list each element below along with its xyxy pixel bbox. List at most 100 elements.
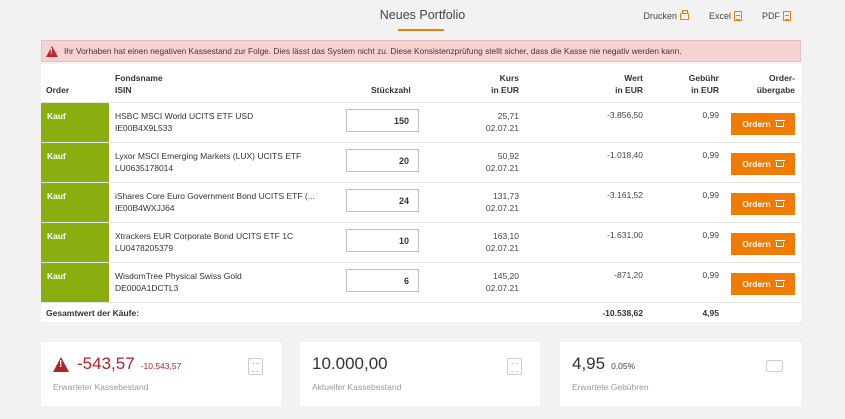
warning-alert: Ihr Vorhaben hat einen negativen Kassest…	[41, 40, 801, 62]
order-button-label: Ordern	[742, 239, 771, 249]
expected-cash-label: Erwarteter Kassebestand	[53, 382, 149, 392]
fee-cell: 0,99	[702, 230, 719, 240]
fee-cell: 0,99	[702, 110, 719, 120]
price-date: 02.07.21	[485, 163, 519, 173]
order-type-badge: Kauf	[41, 263, 109, 302]
pdf-file-icon	[783, 11, 791, 21]
excel-label: Excel	[708, 11, 731, 21]
warning-icon	[46, 45, 58, 57]
calculator-icon	[248, 358, 263, 375]
fee-cell: 0,99	[702, 190, 719, 200]
table-row: Kauf iShares Core Euro Government Bond U…	[41, 183, 801, 223]
fund-isin: LU0635178014	[115, 163, 174, 173]
order-type-badge: Kauf	[41, 183, 109, 222]
alert-text: Ihr Vorhaben hat einen negativen Kassest…	[64, 46, 682, 56]
header-kurs-unit: in EUR	[491, 85, 519, 95]
price-date: 02.07.21	[485, 283, 519, 293]
price-value: 50,92	[497, 151, 519, 161]
excel-button[interactable]: Excel	[709, 11, 742, 21]
fund-name: WisdomTree Physical Swiss Gold	[115, 271, 242, 281]
price-date: 02.07.21	[485, 203, 519, 213]
header-order: Order	[46, 85, 70, 95]
fund-info: HSBC MSCI World UCITS ETF USD IE00B4X9L5…	[115, 110, 337, 134]
order-button-label: Ordern	[742, 159, 771, 169]
header: Neues Portfolio Drucken Excel PDF	[0, 0, 845, 38]
quantity-input[interactable]	[346, 149, 419, 172]
price-value: 145,20	[493, 271, 519, 281]
card-expected-fees: 4,95 0,05% Erwartete Gebühren	[560, 342, 801, 406]
warning-icon	[53, 356, 69, 372]
expected-cash-sub: -10.543,57	[140, 361, 182, 371]
fund-isin: LU0478205379	[115, 243, 174, 253]
total-fee: 4,95	[702, 308, 719, 318]
fund-name: iShares Core Euro Government Bond UCITS …	[115, 191, 315, 201]
header-gebuehr-unit: in EUR	[691, 85, 719, 95]
card-current-cash: 10.000,00 Aktueller Kassebestand	[300, 342, 540, 406]
fund-info: Lyxor MSCI Emerging Markets (LUX) UCITS …	[115, 150, 337, 174]
expected-fees-percent: 0,05%	[611, 361, 636, 371]
fund-isin: IE00B4WXJJ64	[115, 203, 175, 213]
print-label: Drucken	[643, 11, 677, 21]
table-row: Kauf Xtrackers EUR Corporate Bond UCITS …	[41, 223, 801, 263]
order-button-label: Ordern	[742, 279, 771, 289]
expected-cash-value: -543,57	[77, 354, 135, 373]
fee-cell: 0,99	[702, 270, 719, 280]
table-row: Kauf Lyxor MSCI Emerging Markets (LUX) U…	[41, 143, 801, 183]
price-value: 25,71	[497, 111, 519, 121]
table-row: Kauf WisdomTree Physical Swiss Gold DE00…	[41, 263, 801, 303]
wallet-icon	[766, 360, 783, 372]
quantity-input[interactable]	[346, 189, 419, 212]
title-underline	[398, 29, 444, 31]
price-date: 02.07.21	[485, 243, 519, 253]
value-cell: -1.018,40	[607, 150, 643, 160]
cart-icon	[774, 199, 785, 207]
cart-icon	[774, 239, 785, 247]
header-wert: Wert	[624, 73, 643, 83]
price-value: 131,73	[493, 191, 519, 201]
order-button[interactable]: Ordern	[731, 273, 795, 295]
header-order-uebergabe-2: übergabe	[756, 85, 795, 95]
order-type-badge: Kauf	[41, 143, 109, 182]
fund-info: WisdomTree Physical Swiss Gold DE000A1DC…	[115, 270, 337, 294]
portfolio-table: Order Fondsname ISIN Stückzahl Kurs in E…	[41, 64, 801, 322]
fund-isin: DE000A1DCTL3	[115, 283, 179, 293]
header-wert-unit: in EUR	[615, 85, 643, 95]
print-button[interactable]: Drucken	[643, 9, 689, 21]
page-title: Neues Portfolio	[379, 8, 466, 22]
order-button[interactable]: Ordern	[731, 113, 795, 135]
excel-file-icon	[734, 11, 742, 21]
pdf-button[interactable]: PDF	[762, 11, 791, 21]
price-cell: 163,10 02.07.21	[441, 230, 519, 254]
fund-info: iShares Core Euro Government Bond UCITS …	[115, 190, 337, 214]
header-actions: Drucken Excel PDF	[643, 9, 791, 21]
card-value-group: 4,95 0,05%	[572, 354, 635, 374]
order-button[interactable]: Ordern	[731, 153, 795, 175]
cart-icon	[774, 119, 785, 127]
printer-icon	[679, 9, 689, 20]
price-date: 02.07.21	[485, 123, 519, 133]
order-button[interactable]: Ordern	[731, 193, 795, 215]
order-button-label: Ordern	[742, 119, 771, 129]
fund-isin: IE00B4X9L533	[115, 123, 173, 133]
current-cash-value: 10.000,00	[312, 354, 388, 373]
quantity-input[interactable]	[346, 109, 419, 132]
cart-icon	[774, 159, 785, 167]
order-button-label: Ordern	[742, 199, 771, 209]
quantity-input[interactable]	[346, 229, 419, 252]
fee-cell: 0,99	[702, 150, 719, 160]
header-fondsname: Fondsname	[115, 73, 163, 83]
price-cell: 25,71 02.07.21	[441, 110, 519, 134]
value-cell: -3.856,50	[607, 110, 643, 120]
table-row: Kauf HSBC MSCI World UCITS ETF USD IE00B…	[41, 103, 801, 143]
fund-info: Xtrackers EUR Corporate Bond UCITS ETF 1…	[115, 230, 337, 254]
header-stueckzahl: Stückzahl	[371, 85, 411, 95]
header-kurs: Kurs	[499, 73, 519, 83]
fund-name: HSBC MSCI World UCITS ETF USD	[115, 111, 254, 121]
value-cell: -3.161,52	[607, 190, 643, 200]
total-label: Gesamtwert der Käufe:	[46, 308, 140, 318]
value-cell: -1.631,00	[607, 230, 643, 240]
quantity-input[interactable]	[346, 269, 419, 292]
order-type-badge: Kauf	[41, 103, 109, 142]
order-button[interactable]: Ordern	[731, 233, 795, 255]
